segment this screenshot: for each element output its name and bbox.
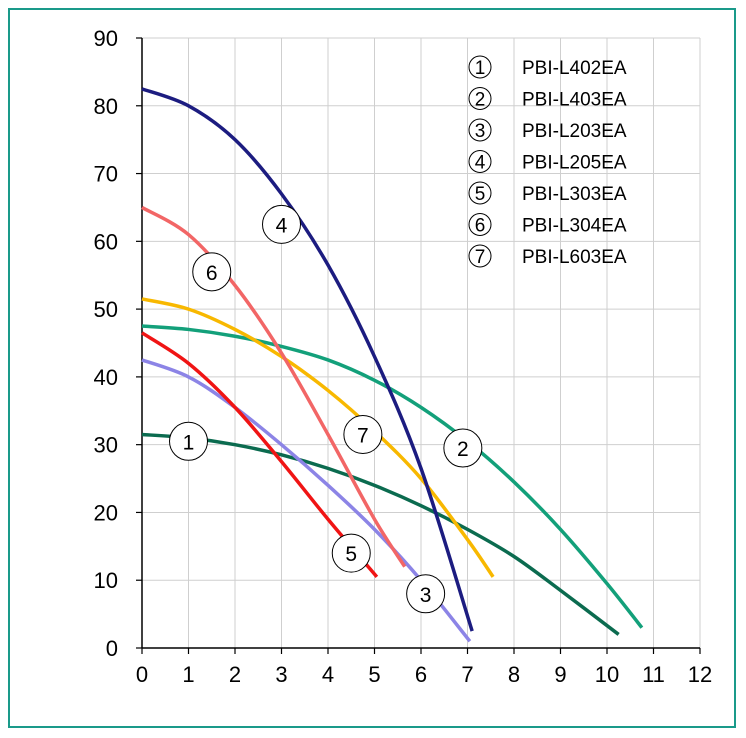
series-line-1 (141, 432, 620, 636)
legend-marker-number: 6 (475, 216, 486, 237)
x-tick-label: 1 (182, 662, 194, 687)
legend-marker-circle (468, 181, 492, 205)
legend-marker-circle (468, 118, 492, 142)
marker-circle (262, 204, 301, 244)
y-tick-label: 80 (94, 94, 118, 119)
x-tick-label: 11 (642, 662, 665, 687)
legend-entry-4: 4 PBI-L205EA (468, 150, 627, 174)
marker-number: 5 (345, 543, 357, 566)
x-tick-label: 10 (595, 662, 619, 687)
legend-marker-number: 3 (475, 121, 486, 142)
series-line-5 (141, 331, 379, 578)
y-tick-label: 50 (94, 297, 118, 322)
legend-marker-number: 5 (475, 184, 486, 205)
legend-marker-circle (468, 55, 492, 79)
x-tick-label: 0 (136, 662, 148, 687)
marker-circle (443, 428, 483, 468)
marker-number: 3 (420, 584, 432, 607)
legend-entry-5: 5 PBI-L303EA (468, 181, 627, 205)
marker-circle (192, 252, 232, 292)
legend-marker-number: 1 (475, 58, 486, 79)
legend-entry-6: 6 PBI-L304EA (468, 213, 627, 237)
marker-number: 4 (276, 214, 288, 237)
grid-lines (142, 37, 701, 648)
legend-entry-3: 3 PBI-L203EA (468, 118, 627, 142)
legend-entry-7: 7 PBI-L603EA (468, 244, 627, 268)
y-tick-label: 10 (94, 568, 118, 593)
legend-label: PBI-L304EA (522, 216, 627, 237)
y-tick-label: 40 (94, 365, 118, 390)
x-tick-label: 9 (554, 662, 566, 687)
legend-marker-number: 2 (475, 90, 486, 111)
series-marker-3: 3 (406, 574, 446, 614)
series-labels: 1 2 3 4 5 6 7 (169, 204, 483, 614)
legend-label: PBI-L402EA (522, 58, 627, 79)
series-line-6 (141, 205, 407, 568)
legend-label: PBI-L205EA (522, 153, 627, 174)
series-lines (141, 87, 644, 643)
series-marker-2: 2 (443, 428, 483, 468)
x-tick-label: 6 (415, 662, 427, 687)
legend-label: PBI-L403EA (522, 90, 627, 111)
marker-number: 2 (457, 438, 469, 461)
legend-entry-1: 1 PBI-L402EA (468, 55, 627, 79)
legend-marker-circle (468, 87, 492, 110)
series-marker-5: 5 (331, 533, 371, 573)
series-marker-1: 1 (169, 421, 208, 461)
axes (136, 37, 701, 654)
marker-number: 7 (357, 425, 369, 448)
x-tick-label: 4 (322, 662, 334, 687)
legend-label: PBI-L603EA (522, 247, 627, 268)
x-tick-label: 5 (368, 662, 380, 687)
x-tick-label: 3 (275, 662, 287, 687)
legend-label: PBI-L303EA (522, 184, 627, 205)
y-tick-label: 70 (94, 162, 118, 187)
legend-marker-circle (468, 150, 492, 173)
y-tick-label: 60 (94, 229, 118, 254)
legend: 1 PBI-L402EA 2 PBI-L403EA 3 PBI-L203EA 4 PBI-L2… (468, 55, 627, 268)
series-line-2 (141, 324, 644, 629)
marker-number: 6 (206, 262, 218, 285)
series-marker-4: 4 (262, 204, 301, 244)
chart-frame (8, 8, 736, 728)
x-tick-label: 7 (461, 662, 473, 687)
legend-marker-number: 7 (475, 247, 486, 268)
y-tick-label: 90 (94, 26, 118, 51)
x-tick-label: 2 (229, 662, 241, 687)
marker-circle (169, 421, 208, 461)
series-marker-6: 6 (192, 252, 232, 292)
series-line-7 (141, 297, 495, 578)
series-marker-7: 7 (343, 415, 383, 454)
legend-marker-circle (468, 244, 492, 268)
marker-circle (331, 533, 371, 573)
y-tick-label: 30 (94, 433, 118, 458)
marker-circle (406, 574, 446, 614)
legend-label: PBI-L203EA (522, 121, 627, 142)
legend-marker-circle (468, 213, 492, 236)
marker-circle (343, 415, 383, 454)
y-tick-label: 0 (106, 636, 118, 661)
x-tick-label: 12 (688, 662, 712, 687)
legend-entry-2: 2 PBI-L403EA (468, 87, 627, 111)
marker-number: 1 (183, 431, 195, 454)
y-tick-label: 20 (94, 500, 118, 525)
series-line-4 (141, 87, 474, 632)
legend-marker-number: 4 (475, 153, 486, 174)
x-tick-label: 8 (508, 662, 520, 687)
